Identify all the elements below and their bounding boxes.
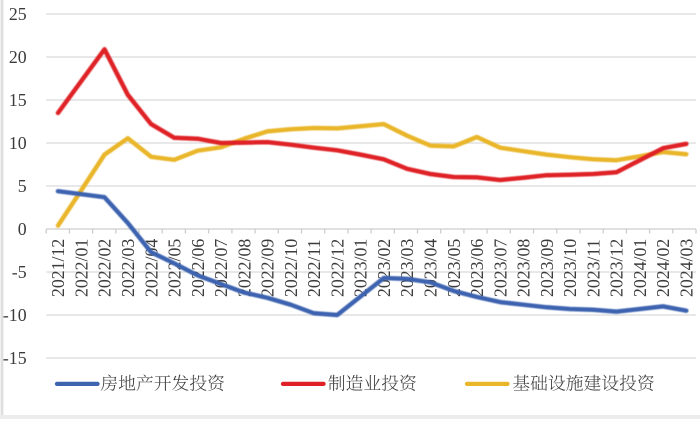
svg-text:2024/03: 2024/03 (677, 239, 697, 297)
svg-text:20: 20 (9, 47, 27, 67)
svg-text:2023/11: 2023/11 (583, 239, 603, 297)
svg-text:2022/12: 2022/12 (327, 239, 347, 297)
svg-text:2024/02: 2024/02 (653, 239, 673, 297)
svg-text:2023/03: 2023/03 (397, 239, 417, 297)
svg-text:10: 10 (9, 133, 27, 153)
svg-text:-5: -5 (12, 262, 27, 282)
svg-text:-10: -10 (3, 305, 27, 325)
svg-text:15: 15 (9, 90, 27, 110)
svg-text:2023/09: 2023/09 (537, 239, 557, 297)
svg-text:2022/10: 2022/10 (281, 239, 301, 297)
svg-text:2023/10: 2023/10 (560, 239, 580, 297)
svg-text:2022/11: 2022/11 (304, 239, 324, 297)
svg-text:2023/06: 2023/06 (467, 239, 487, 297)
svg-text:5: 5 (18, 176, 27, 196)
svg-text:25: 25 (9, 4, 27, 24)
svg-text:2023/05: 2023/05 (444, 239, 464, 297)
svg-text:2023/07: 2023/07 (490, 239, 510, 297)
svg-text:2021/12: 2021/12 (48, 239, 68, 297)
svg-text:2022/05: 2022/05 (165, 239, 185, 297)
svg-text:2022/09: 2022/09 (258, 239, 278, 297)
svg-text:2023/12: 2023/12 (607, 239, 627, 297)
svg-text:2023/01: 2023/01 (351, 239, 371, 297)
svg-text:0: 0 (18, 219, 27, 239)
svg-text:2022/08: 2022/08 (234, 239, 254, 297)
svg-text:2022/01: 2022/01 (72, 239, 92, 297)
svg-text:2024/01: 2024/01 (630, 239, 650, 297)
svg-text:2022/06: 2022/06 (188, 239, 208, 297)
svg-text:2022/02: 2022/02 (95, 239, 115, 297)
svg-text:2023/02: 2023/02 (374, 239, 394, 297)
svg-text:2023/04: 2023/04 (421, 239, 441, 297)
svg-text:2022/04: 2022/04 (141, 239, 161, 297)
svg-text:2022/03: 2022/03 (118, 239, 138, 297)
svg-text:-15: -15 (3, 348, 27, 368)
svg-text:2023/08: 2023/08 (514, 239, 534, 297)
